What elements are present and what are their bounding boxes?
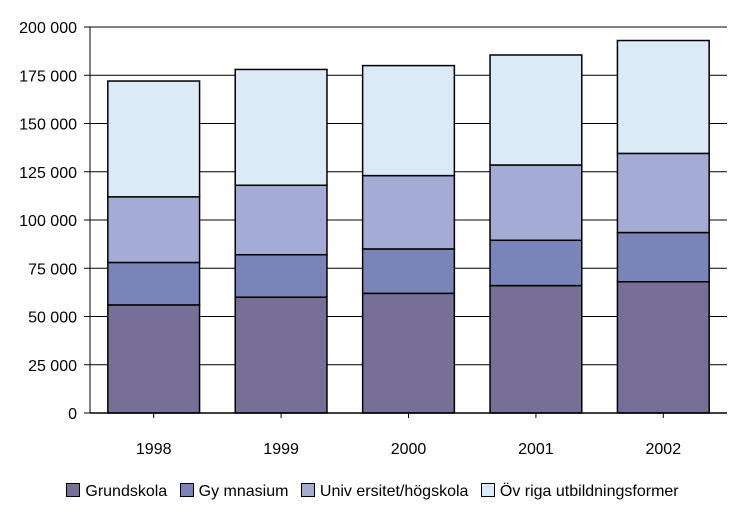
bar-segment-4 [234,68,328,187]
legend-label-ovriga: Öv riga utbildningsformer [499,483,679,500]
bar-segment-3 [489,164,583,242]
x-tick-label: 1998 [136,441,172,458]
bar-segment-3 [107,196,201,264]
bar-segment-2 [616,231,710,283]
bar-segment-2 [361,248,456,295]
x-tick-label: 1999 [263,441,299,458]
bar-segment-4 [616,39,710,155]
bar-segment-1 [361,292,456,414]
y-tick-label: 100 000 [19,213,77,230]
y-tick-label: 150 000 [19,117,77,134]
legend-item-ovriga: Öv riga utbildningsformer [480,482,679,502]
y-tick-label: 25 000 [28,358,77,375]
bar-segment-4 [489,54,583,166]
legend-item-gymnasium: Gy mnasium [179,482,289,502]
y-tick-label: 0 [68,406,77,423]
legend-label-gymnasium: Gy mnasium [198,483,289,500]
bar-segment-4 [361,64,456,177]
bar-segment-2 [234,253,328,298]
bar-segment-1 [489,284,583,414]
legend-label-universitet: Univ ersitet/högskola [319,483,469,500]
bar-segment-3 [361,174,456,250]
bar-segment-1 [107,304,201,414]
bar-segment-1 [616,281,710,414]
y-tick-label: 200 000 [19,20,77,37]
stacked-bar-chart: 0 25 000 50 000 75 000 100 000 125 000 150 000… [19,20,727,458]
x-tick-label: 2001 [518,441,554,458]
legend-label-grundskola: Grundskola [85,483,168,500]
bar-segment-3 [234,184,328,256]
legend-swatch-grundskola [66,483,81,497]
legend-item-universitet: Univ ersitet/högskola [300,482,469,502]
y-tick-label: 125 000 [19,165,77,182]
bar-segment-3 [616,152,710,234]
bar-segment-2 [489,239,583,287]
legend-item-grundskola: Grundskola [66,482,167,502]
bar-segment-1 [234,296,328,414]
chart-legend: Grundskola Gy mnasium Univ ersitet/högsk… [0,482,745,502]
legend-swatch-ovriga [480,483,495,497]
y-tick-label: 75 000 [28,261,77,278]
x-tick-label: 2002 [646,441,682,458]
y-tick-label: 50 000 [28,310,77,327]
x-tick-label: 2000 [391,441,427,458]
y-tick-label: 175 000 [19,68,77,85]
bar-segment-4 [107,80,201,198]
bar-segment-2 [107,261,201,306]
legend-swatch-gymnasium [179,483,194,497]
legend-swatch-universitet [300,483,315,497]
